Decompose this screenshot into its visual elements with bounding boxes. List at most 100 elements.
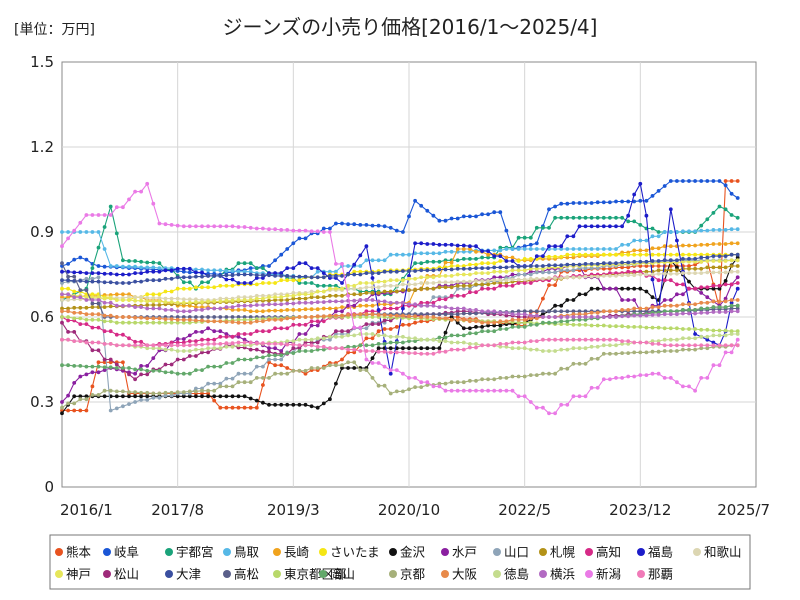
- data-point: [528, 281, 533, 285]
- data-point: [528, 266, 533, 271]
- legend-item: 金沢: [389, 545, 426, 560]
- data-point: [687, 279, 691, 284]
- data-point: [528, 309, 533, 314]
- data-point: [614, 337, 618, 342]
- data-point: [614, 274, 618, 278]
- data-point: [668, 230, 673, 234]
- data-point: [687, 311, 691, 316]
- series-line: [62, 259, 738, 304]
- data-point: [413, 251, 417, 256]
- data-point: [96, 298, 101, 302]
- data-point: [84, 322, 89, 326]
- data-point: [455, 380, 460, 385]
- data-point: [699, 346, 704, 351]
- data-point: [675, 179, 679, 183]
- data-point: [297, 322, 302, 327]
- data-point: [577, 224, 582, 229]
- data-point: [273, 308, 277, 313]
- data-point: [638, 325, 643, 329]
- data-point: [565, 298, 570, 302]
- data-point: [157, 395, 162, 400]
- data-point: [650, 272, 655, 277]
- data-point: [194, 389, 198, 394]
- data-point: [486, 377, 490, 382]
- data-point: [516, 317, 521, 322]
- data-point: [96, 364, 101, 369]
- data-point: [90, 348, 95, 353]
- data-point: [102, 264, 107, 269]
- data-point: [559, 366, 564, 371]
- data-point: [206, 394, 211, 399]
- data-point: [614, 343, 618, 348]
- data-point: [303, 368, 308, 373]
- data-point: [419, 241, 424, 246]
- data-point: [90, 301, 95, 306]
- legend-item: 高松: [223, 567, 259, 582]
- data-point: [498, 245, 503, 250]
- data-point: [565, 319, 570, 324]
- data-point: [589, 201, 594, 205]
- data-point: [121, 389, 125, 394]
- data-point: [626, 286, 631, 291]
- data-point: [620, 351, 624, 355]
- data-point: [528, 339, 533, 343]
- data-point: [340, 366, 344, 370]
- y-tick-label: 1.5: [30, 53, 54, 71]
- legend-label: 熊本: [66, 545, 92, 560]
- data-point: [668, 303, 673, 308]
- data-point: [632, 252, 637, 257]
- data-point: [273, 302, 277, 307]
- data-point: [565, 309, 570, 314]
- data-point: [358, 298, 363, 302]
- data-point: [486, 286, 490, 291]
- data-point: [687, 243, 691, 248]
- data-point: [675, 238, 679, 243]
- data-point: [577, 312, 582, 317]
- data-point: [668, 376, 673, 380]
- data-point: [273, 271, 277, 275]
- data-point: [638, 223, 643, 227]
- data-point: [206, 381, 211, 386]
- data-point: [133, 400, 138, 404]
- data-point: [212, 337, 217, 342]
- data-point: [486, 282, 490, 287]
- data-point: [589, 262, 594, 266]
- data-point: [364, 332, 369, 336]
- data-point: [291, 301, 296, 306]
- data-point: [443, 218, 448, 223]
- data-point: [595, 247, 600, 251]
- data-point: [541, 225, 545, 230]
- data-point: [693, 179, 697, 183]
- data-point: [297, 346, 302, 351]
- data-point: [230, 320, 235, 324]
- data-point: [559, 201, 564, 206]
- data-point: [480, 261, 484, 266]
- data-point: [279, 271, 284, 275]
- data-point: [717, 343, 722, 348]
- data-point: [626, 298, 631, 302]
- data-point: [84, 364, 89, 369]
- data-point: [699, 310, 704, 315]
- data-point: [632, 325, 637, 329]
- data-point: [187, 320, 192, 325]
- data-point: [145, 343, 150, 348]
- data-point: [425, 259, 430, 264]
- data-point: [498, 254, 503, 258]
- data-point: [735, 252, 740, 257]
- data-point: [242, 272, 247, 277]
- data-point: [693, 308, 697, 312]
- data-point: [705, 346, 710, 351]
- data-point: [194, 285, 198, 290]
- data-point: [614, 215, 618, 220]
- data-point: [668, 343, 673, 348]
- legend-item: 札幌: [539, 545, 576, 560]
- data-point: [553, 337, 557, 342]
- data-point: [334, 299, 338, 304]
- data-point: [492, 254, 497, 258]
- data-point: [261, 341, 265, 346]
- data-point: [522, 374, 527, 379]
- legend-item: 大津: [165, 567, 201, 582]
- data-point: [486, 329, 490, 334]
- data-point: [218, 306, 223, 311]
- data-point: [559, 303, 564, 308]
